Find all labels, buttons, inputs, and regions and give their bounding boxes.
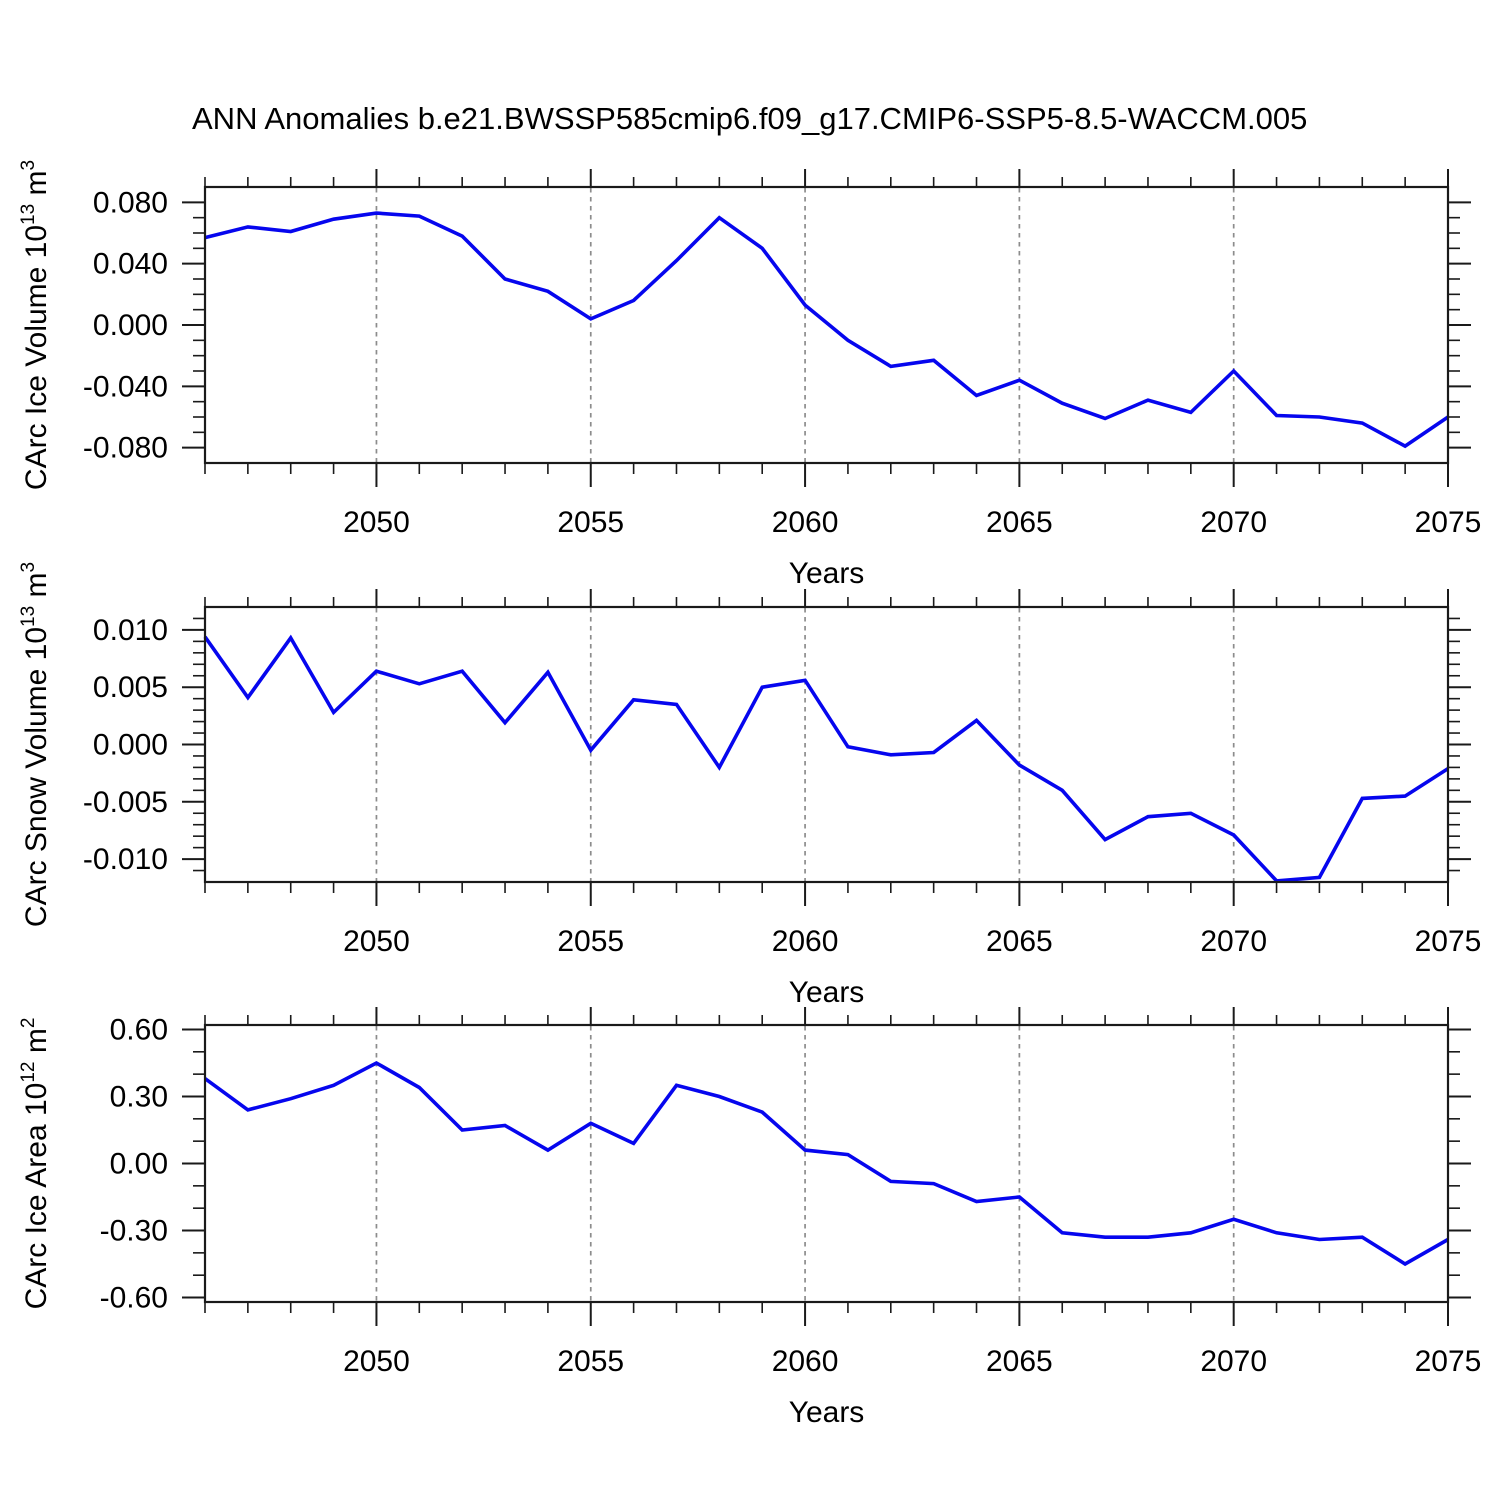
y-tick-label: -0.60: [100, 1282, 168, 1315]
carc-ice-area-data-line: [203, 1060, 1449, 1267]
x-tick-label: 2050: [343, 1345, 410, 1378]
y-axis-title: CArc Ice Area 1012 m2: [18, 1018, 53, 1310]
x-tick-label: 2070: [1200, 1345, 1267, 1378]
y-tick-label: -0.010: [83, 843, 168, 876]
panel-carc-snow-volume: 2050 2055 2060 2065 2070 2075 0.010 0.005 0.000 -…: [18, 562, 1481, 1009]
y-tick-label: 0.040: [93, 248, 168, 281]
x-axis-title: Years: [789, 557, 865, 590]
y-tick-label: 0.000: [93, 309, 168, 342]
x-axis-title: Years: [789, 976, 865, 1009]
y-axis-title: CArc Ice Volume 1013 m3: [18, 160, 53, 490]
chart-title: ANN Anomalies b.e21.BWSSP585cmip6.f09_g1…: [192, 101, 1308, 136]
x-tick-label: 2060: [772, 925, 839, 958]
y-tick-label: -0.080: [83, 432, 168, 465]
y-tick-label: 0.000: [93, 729, 168, 762]
x-tick-label: 2065: [986, 1345, 1053, 1378]
y-tick-label: -0.040: [83, 370, 168, 403]
y-tick-label: -0.005: [83, 786, 168, 819]
x-tick-label: 2055: [557, 925, 624, 958]
x-tick-label: 2070: [1200, 925, 1267, 958]
carc-ice-volume-data-line: [204, 211, 1450, 449]
y-axis-title: CArc Snow Volume 1013 m3: [18, 562, 53, 927]
y-tick-label: 0.010: [93, 614, 168, 647]
x-tick-label: 2060: [772, 506, 839, 539]
x-tick-label: 2055: [557, 506, 624, 539]
x-tick-label: 2055: [557, 1345, 624, 1378]
x-axis-title: Years: [789, 1396, 865, 1429]
y-tick-label: -0.30: [100, 1215, 168, 1248]
x-tick-label: 2050: [343, 506, 410, 539]
x-tick-label: 2050: [343, 925, 410, 958]
plot-frame: [203, 605, 1450, 884]
x-tick-label: 2065: [986, 925, 1053, 958]
y-tick-label: 0.080: [93, 186, 168, 219]
y-tick-label: 0.005: [93, 671, 168, 704]
x-tick-label: 2060: [772, 1345, 839, 1378]
carc-snow-volume-data-line: [203, 634, 1449, 883]
x-tick-label: 2075: [1415, 506, 1482, 539]
panel-carc-ice-area: 2050 2055 2060 2065 2070 2075 0.60 0.30 0.00 -0.3…: [18, 1007, 1481, 1429]
x-tick-label: 2075: [1415, 925, 1482, 958]
x-tick-label: 2075: [1415, 1345, 1482, 1378]
plot-frame: [203, 1023, 1450, 1304]
y-tick-label: 0.00: [110, 1148, 168, 1181]
y-tick-label: 0.60: [110, 1013, 168, 1046]
x-tick-label: 2070: [1200, 506, 1267, 539]
y-tick-label: 0.30: [110, 1080, 168, 1113]
x-tick-label: 2065: [986, 506, 1053, 539]
panel-carc-ice-volume: 2050 2055 2060 2065 2070 2075 0.080 0.040 0.000 -…: [18, 160, 1481, 590]
